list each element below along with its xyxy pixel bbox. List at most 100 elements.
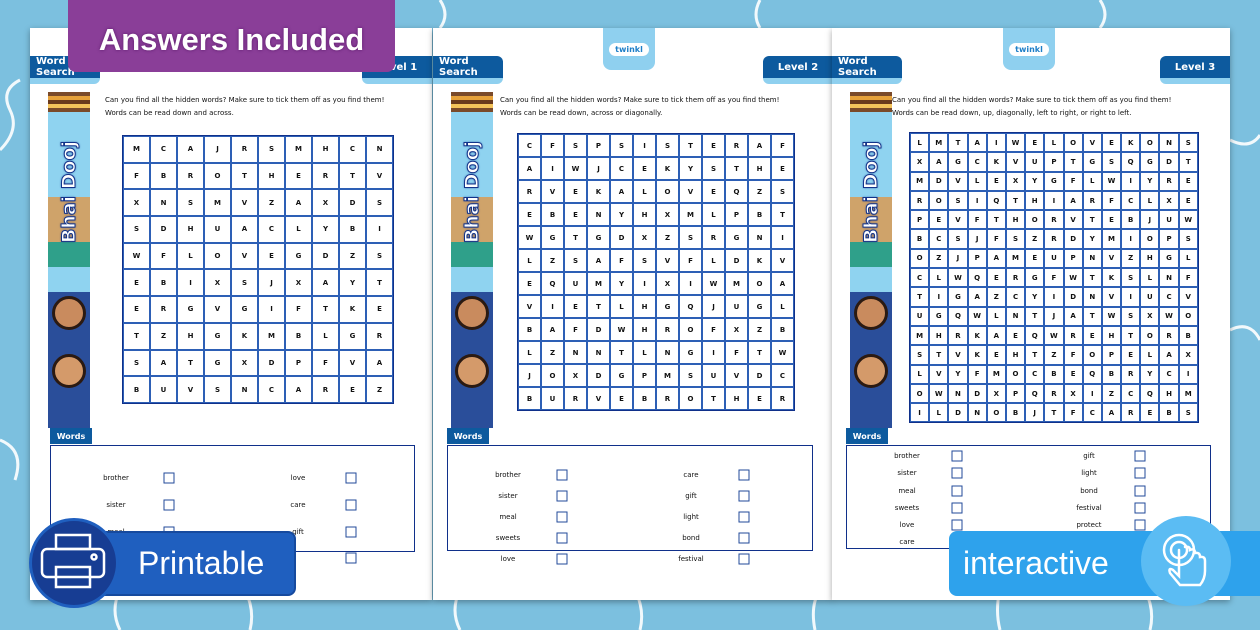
grid-cell[interactable]: L bbox=[633, 180, 656, 203]
grid-cell[interactable]: K bbox=[967, 325, 987, 346]
grid-cell[interactable]: F bbox=[610, 249, 633, 272]
grid-cell[interactable]: A bbox=[366, 349, 393, 377]
grid-cell[interactable]: X bbox=[123, 189, 150, 217]
grid-cell[interactable]: U bbox=[150, 376, 177, 403]
grid-cell[interactable]: M bbox=[725, 272, 748, 295]
grid-cell[interactable]: E bbox=[633, 157, 656, 180]
grid-cell[interactable]: A bbox=[285, 189, 312, 217]
grid-cell[interactable]: S bbox=[564, 134, 587, 157]
grid-cell[interactable]: L bbox=[312, 322, 339, 350]
grid-cell[interactable]: D bbox=[339, 189, 366, 217]
grid-cell[interactable]: F bbox=[1044, 268, 1064, 288]
grid-cell[interactable]: R bbox=[1082, 190, 1102, 211]
grid-cell[interactable]: J bbox=[1044, 306, 1064, 326]
grid-cell[interactable]: W bbox=[1159, 306, 1179, 326]
grid-cell[interactable]: A bbox=[967, 287, 987, 307]
grid-cell[interactable]: Z bbox=[150, 322, 177, 350]
grid-cell[interactable]: Z bbox=[258, 189, 285, 217]
grid-cell[interactable]: E bbox=[285, 162, 312, 190]
grid-cell[interactable]: S bbox=[366, 189, 393, 217]
grid-cell[interactable]: O bbox=[1178, 306, 1198, 326]
grid-cell[interactable]: X bbox=[633, 226, 656, 249]
grid-cell[interactable]: E bbox=[366, 296, 393, 323]
grid-cell[interactable]: I bbox=[1082, 383, 1102, 404]
grid-cell[interactable]: I bbox=[967, 190, 987, 211]
grid-cell[interactable]: V bbox=[1005, 152, 1026, 172]
grid-cell[interactable]: S bbox=[1121, 268, 1141, 288]
grid-cell[interactable]: C bbox=[1025, 364, 1045, 384]
grid-cell[interactable]: V bbox=[771, 249, 794, 272]
grid-cell[interactable]: Q bbox=[1082, 364, 1102, 384]
grid-cell[interactable]: R bbox=[564, 387, 587, 410]
grid-cell[interactable]: A bbox=[177, 136, 204, 163]
grid-cell[interactable]: J bbox=[258, 269, 285, 297]
grid-cell[interactable]: K bbox=[967, 345, 987, 365]
grid-cell[interactable]: V bbox=[1082, 133, 1102, 153]
grid-cell[interactable]: M bbox=[1101, 229, 1122, 249]
grid-cell[interactable]: B bbox=[633, 387, 656, 410]
grid-cell[interactable]: S bbox=[679, 364, 702, 387]
grid-cell[interactable]: S bbox=[771, 180, 794, 203]
grid-cell[interactable]: M bbox=[204, 189, 231, 217]
grid-cell[interactable]: F bbox=[312, 349, 339, 377]
grid-cell[interactable]: W bbox=[1101, 171, 1122, 191]
grid-cell[interactable]: E bbox=[518, 272, 541, 295]
grid-cell[interactable]: T bbox=[702, 387, 725, 410]
grid-cell[interactable]: A bbox=[541, 318, 564, 341]
grid-cell[interactable]: C bbox=[771, 364, 794, 387]
grid-cell[interactable]: R bbox=[150, 296, 177, 323]
grid-cell[interactable]: R bbox=[231, 136, 258, 163]
grid-cell[interactable]: U bbox=[702, 364, 725, 387]
grid-cell[interactable]: Z bbox=[1121, 248, 1141, 269]
grid-cell[interactable]: R bbox=[1121, 403, 1141, 423]
grid-cell[interactable]: Z bbox=[541, 249, 564, 272]
grid-cell[interactable]: A bbox=[1101, 403, 1122, 423]
grid-cell[interactable]: O bbox=[986, 403, 1006, 423]
grid-cell[interactable]: P bbox=[1005, 383, 1026, 404]
grid-cell[interactable]: N bbox=[1005, 306, 1026, 326]
grid-cell[interactable]: T bbox=[366, 269, 393, 297]
grid-cell[interactable]: V bbox=[366, 162, 393, 190]
grid-cell[interactable]: B bbox=[1159, 403, 1179, 423]
grid-cell[interactable]: N bbox=[564, 341, 587, 364]
grid-cell[interactable]: V bbox=[948, 171, 968, 191]
grid-cell[interactable]: I bbox=[929, 287, 949, 307]
grid-cell[interactable]: G bbox=[656, 295, 679, 318]
grid-cell[interactable]: B bbox=[541, 203, 564, 226]
word-checkbox[interactable] bbox=[738, 532, 750, 544]
grid-cell[interactable]: H bbox=[1025, 190, 1045, 211]
grid-cell[interactable]: Z bbox=[366, 376, 393, 403]
grid-cell[interactable]: R bbox=[910, 190, 930, 211]
grid-cell[interactable]: H bbox=[312, 136, 339, 163]
grid-cell[interactable]: D bbox=[929, 171, 949, 191]
word-checkbox[interactable] bbox=[1134, 450, 1146, 462]
grid-cell[interactable]: G bbox=[541, 226, 564, 249]
grid-cell[interactable]: J bbox=[1140, 210, 1160, 230]
grid-cell[interactable]: L bbox=[910, 133, 930, 153]
grid-cell[interactable]: R bbox=[1063, 325, 1083, 346]
grid-cell[interactable]: A bbox=[587, 249, 610, 272]
grid-cell[interactable]: E bbox=[1121, 345, 1141, 365]
grid-cell[interactable]: Z bbox=[748, 180, 771, 203]
word-checkbox[interactable] bbox=[1134, 502, 1146, 514]
grid-cell[interactable]: L bbox=[177, 242, 204, 270]
word-checkbox[interactable] bbox=[951, 502, 963, 514]
grid-cell[interactable]: D bbox=[610, 226, 633, 249]
grid-cell[interactable]: Q bbox=[1121, 152, 1141, 172]
grid-cell[interactable]: I bbox=[1044, 190, 1064, 211]
grid-cell[interactable]: V bbox=[587, 387, 610, 410]
grid-cell[interactable]: L bbox=[702, 203, 725, 226]
grid-cell[interactable]: Z bbox=[541, 341, 564, 364]
grid-cell[interactable]: C bbox=[1121, 383, 1141, 404]
grid-cell[interactable]: X bbox=[564, 364, 587, 387]
grid-cell[interactable]: F bbox=[150, 242, 177, 270]
grid-cell[interactable]: G bbox=[1025, 268, 1045, 288]
grid-cell[interactable]: D bbox=[748, 364, 771, 387]
grid-cell[interactable]: B bbox=[150, 162, 177, 190]
grid-cell[interactable]: E bbox=[986, 268, 1006, 288]
grid-cell[interactable]: T bbox=[948, 133, 968, 153]
grid-cell[interactable]: V bbox=[204, 296, 231, 323]
grid-cell[interactable]: M bbox=[986, 364, 1006, 384]
grid-cell[interactable]: I bbox=[633, 272, 656, 295]
grid-cell[interactable]: X bbox=[656, 203, 679, 226]
